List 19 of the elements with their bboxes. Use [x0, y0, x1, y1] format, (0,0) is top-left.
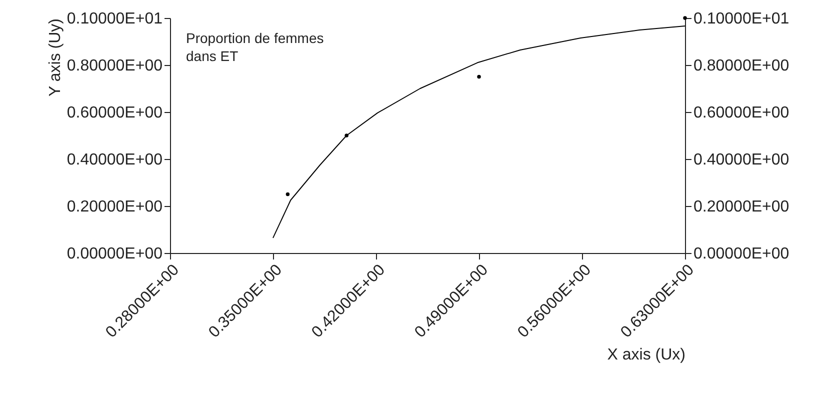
- point: [286, 192, 290, 196]
- y2-tick-label: 0.80000E+00: [694, 58, 790, 74]
- y2-tick-label: 0.40000E+00: [694, 152, 790, 168]
- y-tick-label: 0.40000E+00: [66, 152, 163, 168]
- y2-tick-label: 0.00000E+00: [694, 246, 790, 262]
- line-series: [272, 25, 686, 238]
- y-axis-title: Y axis (Uy): [46, 18, 64, 96]
- y2-tick-label: 0.20000E+00: [694, 198, 790, 216]
- y-tick-label: 0.80000E+00: [66, 58, 163, 74]
- x-axis-title: X axis (Ux): [607, 346, 686, 364]
- point: [477, 74, 481, 79]
- point: [683, 16, 687, 20]
- y-tick-label: 0.60000E+00: [66, 104, 163, 122]
- y2-tick-label: 0.10000E+01: [694, 10, 790, 28]
- y-tick-label: 0.00000E+00: [66, 246, 163, 262]
- y2-tick-label: 0.60000E+00: [694, 104, 790, 122]
- annotation: Proportion de femmes dans ET: [186, 30, 324, 64]
- y-tick-label: 0.10000E+01: [66, 10, 163, 28]
- y-tick-label: 0.20000E+00: [66, 198, 163, 216]
